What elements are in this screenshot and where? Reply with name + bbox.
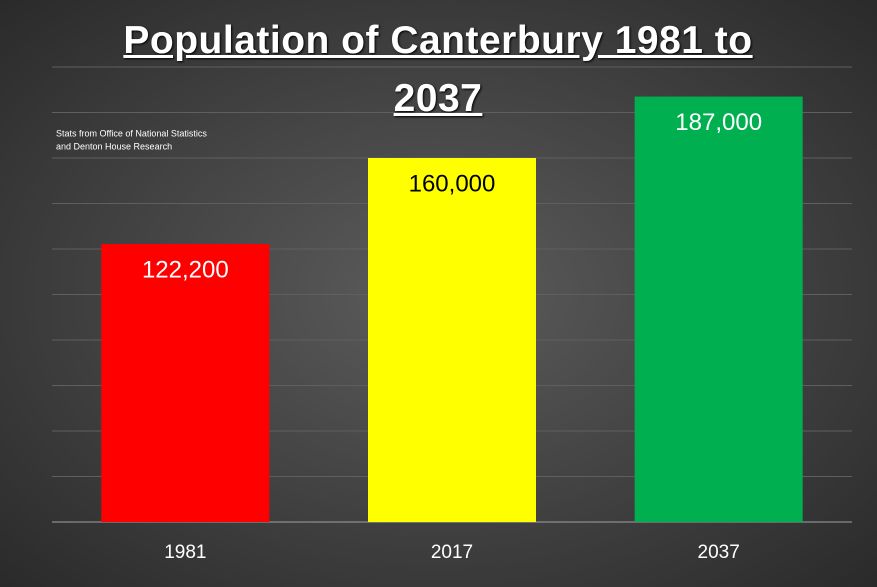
data-label: 160,000 (409, 170, 496, 197)
data-label: 187,000 (675, 109, 762, 136)
bar (634, 96, 803, 522)
x-tick-label: 2037 (698, 542, 740, 563)
bar (101, 243, 270, 522)
annotation: and Denton House Research (56, 141, 172, 151)
x-tick-label: 1981 (164, 542, 206, 563)
bar (368, 158, 536, 522)
data-label: 122,200 (142, 256, 229, 283)
annotation: Stats from Office of National Statistics (56, 128, 207, 138)
chart-title: Population of Canterbury 1981 to 2037 (123, 19, 753, 120)
x-tick-label: 2017 (431, 542, 473, 563)
